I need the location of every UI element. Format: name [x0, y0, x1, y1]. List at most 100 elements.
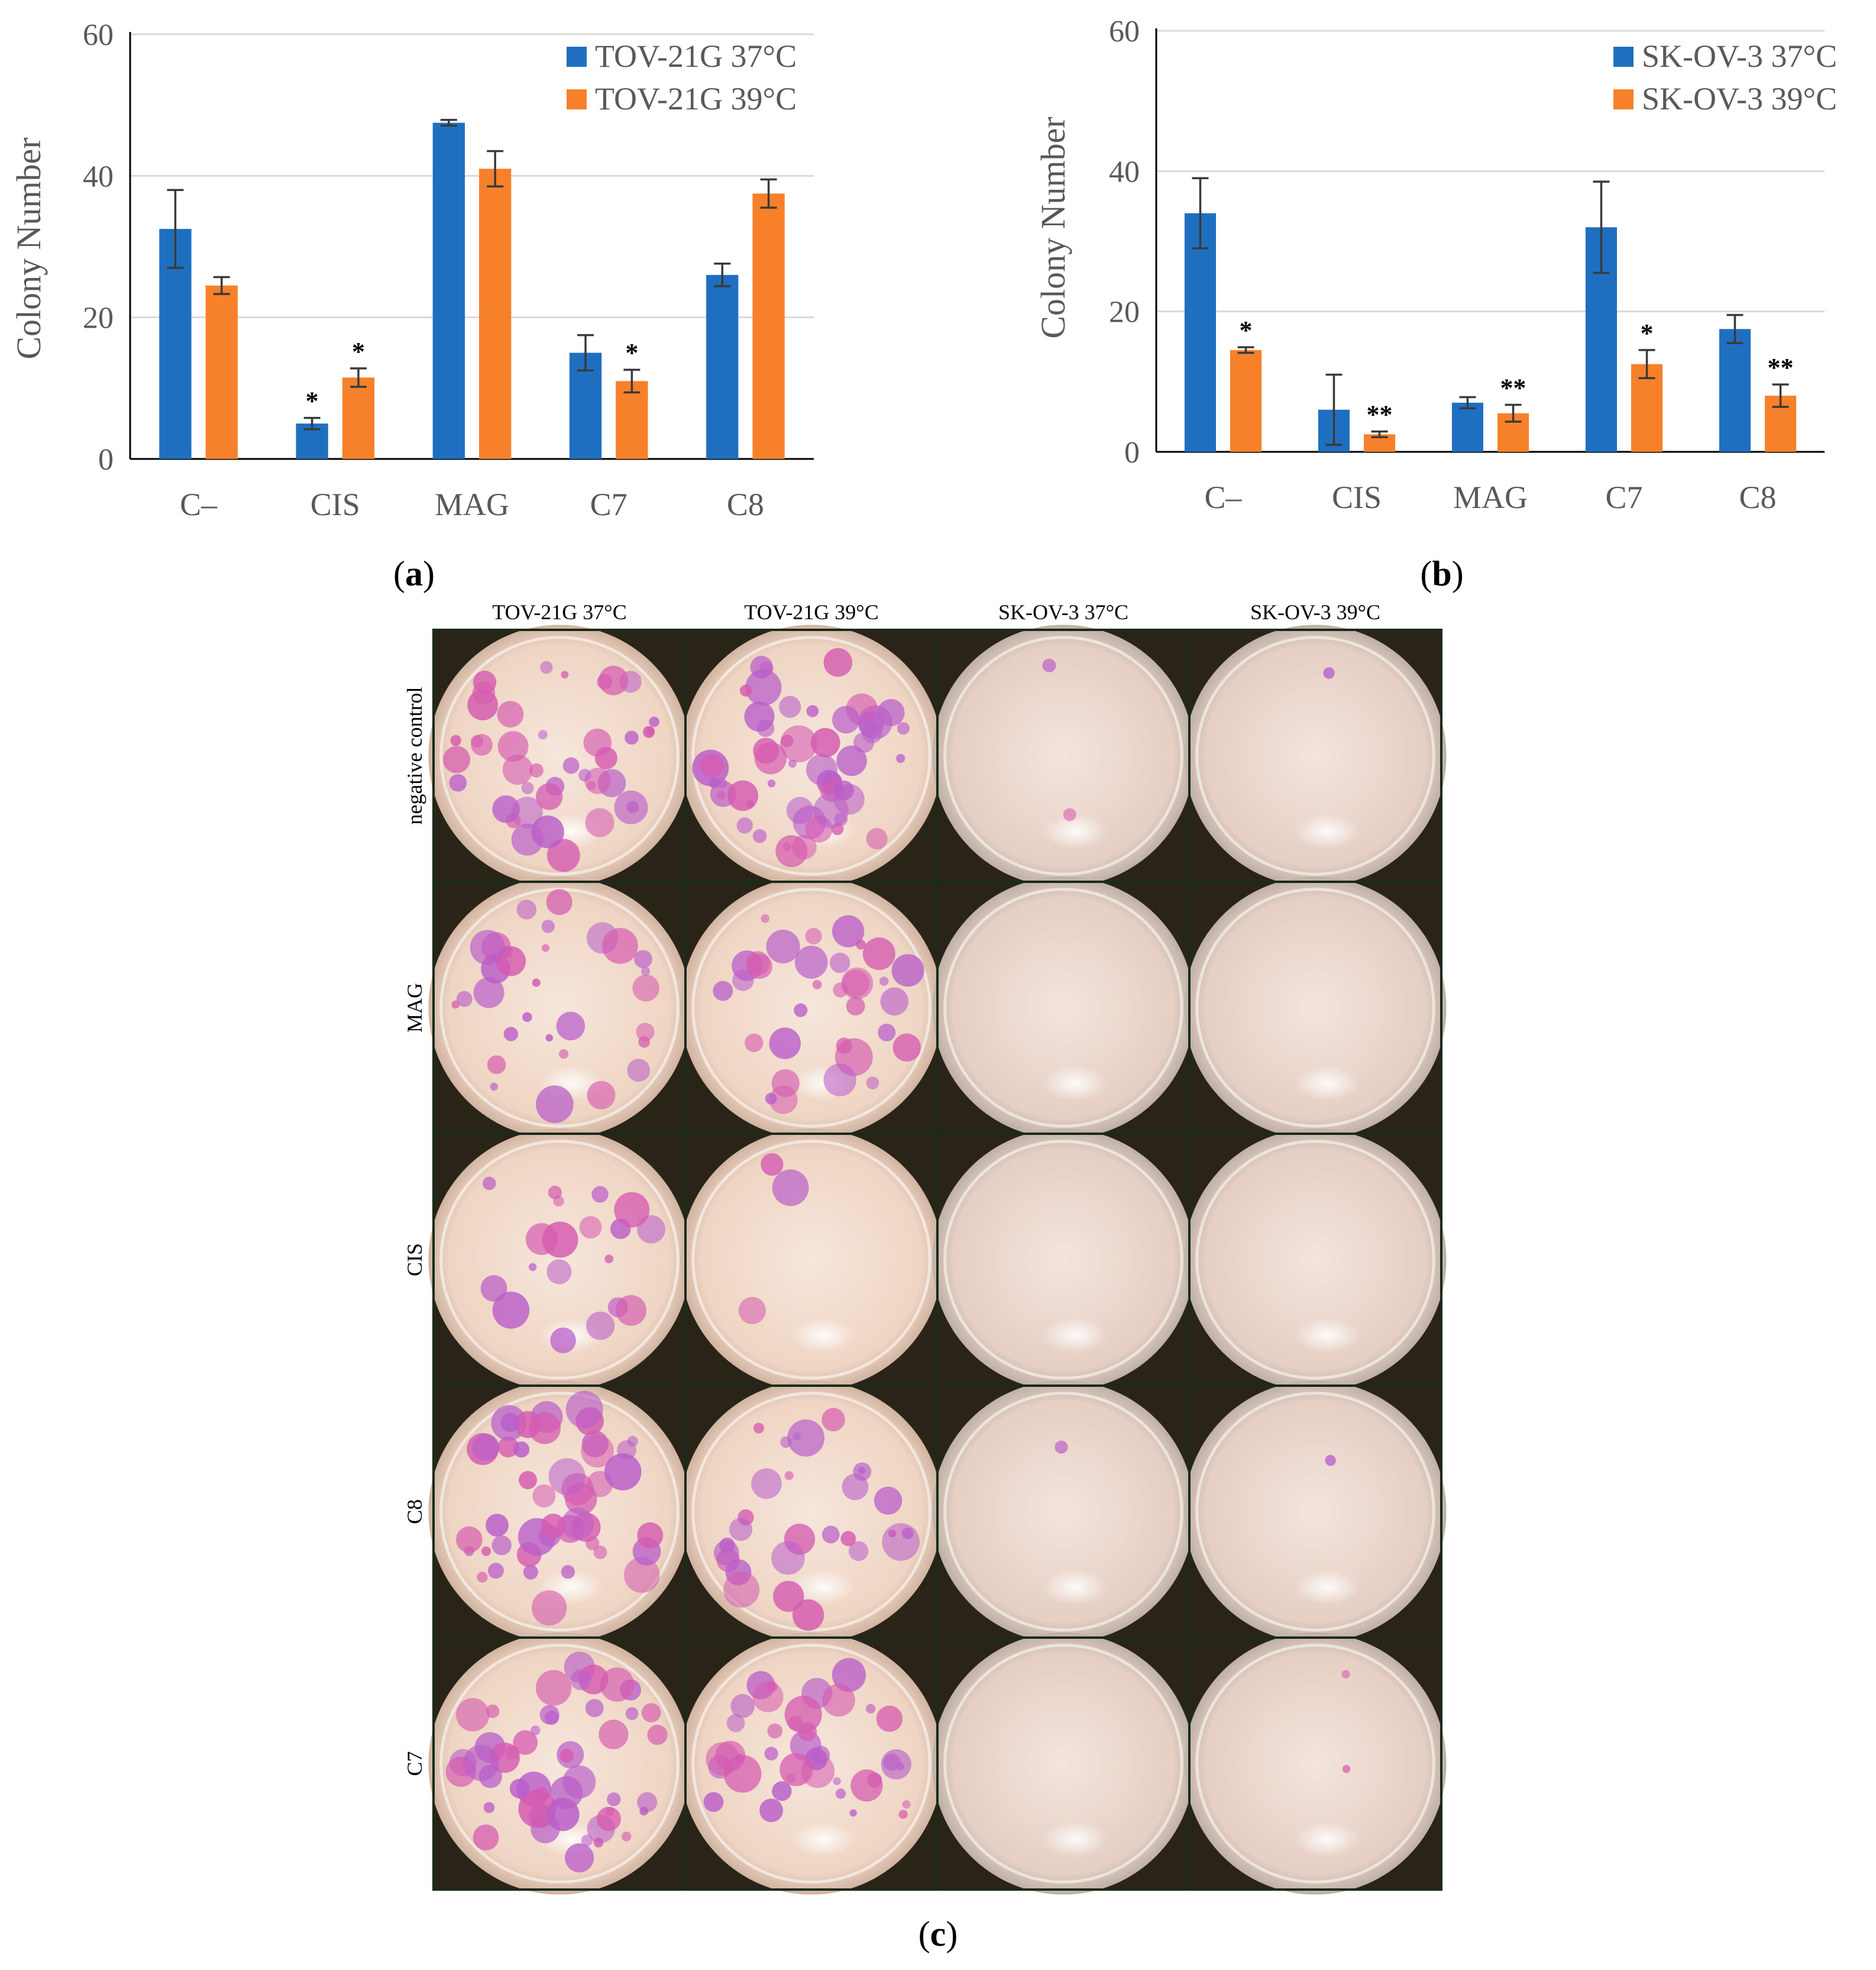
- colony: [482, 1176, 496, 1191]
- colony: [542, 1221, 578, 1258]
- colony: [736, 817, 753, 834]
- colony: [541, 920, 555, 933]
- colony: [451, 1000, 460, 1009]
- y-tick-label: 20: [1109, 296, 1140, 329]
- colony: [821, 1525, 840, 1544]
- plate-column-header: TOV-21G 39°C: [744, 600, 878, 624]
- dish-rim: [1195, 888, 1435, 1128]
- bar: [706, 274, 739, 459]
- plate-panel-c: TOV-21G 37°C TOV-21G 39°C SK-OV-3 37°C SK-O…: [403, 600, 1447, 1953]
- colony: [779, 1753, 813, 1787]
- colony: [502, 754, 533, 785]
- colony: [585, 1699, 604, 1717]
- colony: [456, 1526, 483, 1553]
- colony: [732, 969, 754, 991]
- legend-label: SK-OV-3 37°C: [1642, 38, 1837, 74]
- colony: [836, 745, 867, 777]
- colony: [594, 746, 617, 769]
- light-glare: [791, 1821, 856, 1857]
- colony: [829, 952, 850, 973]
- plate-photo: [428, 625, 691, 887]
- dish-rim: [439, 1140, 680, 1380]
- colony: [641, 966, 651, 976]
- colony: [780, 725, 817, 762]
- colony: [773, 1581, 804, 1612]
- culture-dish: [1184, 1128, 1447, 1391]
- bar: [752, 193, 785, 459]
- colony: [788, 759, 797, 768]
- legend-swatch: [1613, 47, 1634, 67]
- light-glare: [1043, 813, 1108, 849]
- plate-photo: [680, 876, 943, 1139]
- plate-photo: [428, 1128, 691, 1391]
- colony: [488, 1563, 504, 1579]
- light-glare: [791, 1317, 856, 1353]
- light-glare: [1043, 1317, 1108, 1353]
- x-tick-label: CIS: [1332, 480, 1382, 515]
- colony: [759, 1798, 784, 1823]
- colony: [604, 1453, 642, 1491]
- plate-photo: [1184, 1128, 1447, 1391]
- chart-a-legend: TOV-21G 37°C TOV-21G 39°C: [567, 38, 797, 117]
- colony: [713, 981, 733, 1001]
- colony: [581, 1434, 614, 1468]
- plate-photo: [1184, 625, 1447, 887]
- colony: [772, 1169, 809, 1206]
- colony: [528, 1412, 561, 1444]
- colony: [478, 1764, 502, 1788]
- colony: [821, 1408, 845, 1432]
- colony: [632, 974, 659, 1002]
- y-tick-label: 40: [1109, 155, 1140, 189]
- dish-rim: [943, 1644, 1183, 1884]
- significance-marker: **: [1367, 400, 1393, 429]
- colony: [823, 1063, 856, 1096]
- legend-label: SK-OV-3 39°C: [1642, 81, 1837, 117]
- colony: [529, 763, 544, 778]
- colony: [862, 937, 895, 971]
- colony: [614, 1192, 650, 1228]
- colony: [579, 1216, 602, 1239]
- dish-rim: [943, 636, 1183, 876]
- colony: [878, 1023, 896, 1041]
- colony: [754, 742, 787, 775]
- plate-photo: [428, 1632, 691, 1895]
- x-tick-label: MAG: [1453, 480, 1528, 515]
- panel-label-a: (a): [393, 554, 435, 593]
- culture-dish: [680, 1128, 943, 1391]
- plate-photo: [428, 1380, 691, 1643]
- bar: [1230, 350, 1262, 452]
- colony: [751, 1468, 782, 1499]
- colony: [902, 1800, 911, 1809]
- colony: [586, 1311, 615, 1340]
- colony: [473, 1824, 499, 1851]
- culture-dish: [1184, 625, 1447, 887]
- colony: [535, 1670, 572, 1706]
- legend-swatch: [567, 47, 587, 67]
- significance-marker: *: [1240, 316, 1253, 345]
- colony: [490, 1082, 498, 1091]
- colony: [581, 1835, 593, 1846]
- colony: [570, 1669, 591, 1691]
- colony: [528, 1263, 537, 1272]
- colony: [540, 661, 553, 674]
- colony: [849, 1809, 857, 1817]
- bar: [342, 377, 375, 459]
- colony: [470, 930, 506, 965]
- plate-photo: [932, 1632, 1195, 1895]
- x-tick-label: MAG: [435, 487, 509, 522]
- x-tick-label: C8: [727, 487, 764, 522]
- colony: [794, 1003, 808, 1017]
- plate-row-label: negative control: [403, 687, 426, 825]
- dish-rim: [439, 1392, 680, 1632]
- colony: [876, 1705, 903, 1732]
- colony: [623, 1557, 660, 1593]
- plate-photo: [1184, 876, 1447, 1139]
- plate-photo: [932, 876, 1195, 1139]
- dish-rim: [439, 636, 680, 876]
- colony: [443, 746, 471, 774]
- chart-a-y-ticks: 0 20 40 60: [83, 18, 114, 477]
- bar: [1184, 213, 1216, 452]
- colony: [523, 1564, 538, 1580]
- light-glare: [791, 1569, 856, 1605]
